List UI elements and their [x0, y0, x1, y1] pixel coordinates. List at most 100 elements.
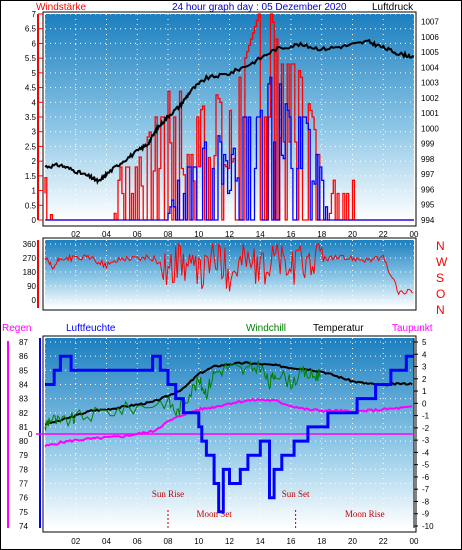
p3-yright-label: 4 [422, 350, 427, 359]
p3-yright-label: -1 [422, 412, 430, 421]
p1-xtick-label: 10 [194, 230, 203, 239]
p1-xtick-label: 02 [71, 230, 80, 239]
p3-yleft-label: 74 [19, 522, 28, 531]
windchill-label: Windchill [246, 323, 286, 334]
p1-yleft-label: 1.5 [25, 172, 37, 181]
p3-yleft-label: 75 [19, 508, 28, 517]
p1-yright-label: 1001 [421, 109, 439, 118]
rain-label: Regen [2, 323, 31, 334]
p1-xtick-label: 18 [317, 230, 326, 239]
compass-label: S [436, 271, 444, 285]
p1-yright-label: 999 [421, 140, 435, 149]
p1-yleft-label: 5.5 [25, 54, 37, 63]
wind-direction-series-line [44, 242, 413, 296]
rain-zero-label: 0 [28, 430, 33, 439]
p3-yright-label: -5 [422, 461, 430, 470]
p3-yleft-label: 80 [19, 437, 28, 446]
p3-yright-label: -10 [422, 522, 434, 531]
p3-xtick-label: 06 [133, 537, 142, 546]
p3-xtick-label: 20 [348, 537, 357, 546]
p1-yleft-label: 3 [32, 128, 37, 137]
p3-xtick-label: 10 [194, 537, 203, 546]
p3-yright-label: -2 [422, 424, 430, 433]
p3-xtick-label: 08 [164, 537, 173, 546]
p1-yleft-label: 4 [32, 98, 37, 107]
p3-yleft-label: 76 [19, 494, 28, 503]
p1-yright-label: 1002 [421, 94, 439, 103]
panel2-background [45, 240, 414, 308]
compass-label: N [436, 239, 445, 253]
p3-xtick-label: 04 [102, 537, 111, 546]
p1-yleft-label: 2.5 [25, 142, 37, 151]
p3-yleft-label: 87 [19, 338, 28, 347]
p1-yright-label: 996 [421, 185, 435, 194]
wind-average-series-line [45, 76, 414, 221]
p1-yleft-label: 0.5 [25, 201, 37, 210]
p2-ylabel: 180 [23, 268, 37, 277]
pressure-label: Luftdruck [372, 2, 414, 13]
p3-yright-label: 3 [422, 363, 427, 372]
p3-yleft-label: 79 [19, 451, 28, 460]
p1-yright-label: 1005 [421, 48, 439, 57]
p3-yright-label: 0 [422, 399, 427, 408]
wind-speed-label: Windstärke [36, 2, 86, 13]
p3-xtick-label: 02 [71, 537, 80, 546]
p1-yleft-label: 1 [32, 187, 37, 196]
p3-yright-label: 1 [422, 387, 427, 396]
p3-xtick-label: 14 [256, 537, 265, 546]
dewpoint-label: Taupunkt [392, 323, 433, 334]
p1-xtick-label: 16 [287, 230, 296, 239]
p1-yright-label: 997 [421, 170, 435, 179]
p1-yleft-label: 0 [32, 216, 37, 225]
p3-xtick-label: 18 [317, 537, 326, 546]
p1-xtick-label: 20 [348, 230, 357, 239]
p1-xtick-label: 08 [164, 230, 173, 239]
p3-yleft-label: 77 [19, 480, 28, 489]
compass-label: W [436, 255, 448, 269]
annotation-label: Moon Rise [345, 509, 385, 519]
p3-yright-label: -9 [422, 510, 430, 519]
p1-yright-label: 1006 [421, 33, 439, 42]
compass-label: N [436, 303, 445, 317]
p3-yleft-label: 81 [19, 423, 28, 432]
p2-ylabel: 0 [32, 296, 37, 305]
p3-yright-label: 2 [422, 375, 427, 384]
p1-yleft-label: 3.5 [25, 113, 37, 122]
p1-yright-label: 1000 [421, 124, 439, 133]
annotation-label: Sun Set [282, 489, 310, 499]
p3-yleft-label: 82 [19, 409, 28, 418]
p1-yleft-label: 7 [32, 10, 37, 19]
p1-yleft-label: 4.5 [25, 84, 37, 93]
p3-yleft-label: 83 [19, 395, 28, 404]
p3-yleft-label: 78 [19, 465, 28, 474]
humidity-label: Luftfeuchte [66, 323, 116, 334]
p1-yright-label: 1003 [421, 79, 439, 88]
p1-xtick-label: 06 [133, 230, 142, 239]
p3-xtick-label: 22 [379, 537, 388, 546]
wind-pressure-panel: 76.565.554.543.532.521.510.50 1007100610… [25, 10, 439, 239]
p3-xtick-label: 00 [410, 537, 419, 546]
annotation-label: Moon Set [196, 509, 232, 519]
pressure-series-line [44, 38, 415, 185]
p1-xtick-label: 00 [410, 230, 419, 239]
p2-ylabel: 90 [27, 282, 36, 291]
p2-ylabel: 360 [23, 240, 37, 249]
p1-xtick-label: 12 [225, 230, 234, 239]
p3-yright-label: -6 [422, 473, 430, 482]
p1-yleft-label: 6 [32, 39, 37, 48]
p1-yleft-label: 6.5 [25, 25, 37, 34]
windchill-series-line [44, 360, 322, 431]
p1-yright-label: 994 [421, 216, 435, 225]
p1-yleft-label: 2 [32, 157, 37, 166]
p3-yleft-label: 86 [19, 352, 28, 361]
p3-yleft-label: 85 [19, 366, 28, 375]
p1-xtick-label: 14 [256, 230, 265, 239]
humidity-series-line [45, 354, 414, 514]
p1-xtick-label: 04 [102, 230, 111, 239]
p3-xtick-label: 12 [225, 537, 234, 546]
p2-ylabel: 270 [23, 254, 37, 263]
temperature-label: Temperatur [313, 323, 364, 334]
